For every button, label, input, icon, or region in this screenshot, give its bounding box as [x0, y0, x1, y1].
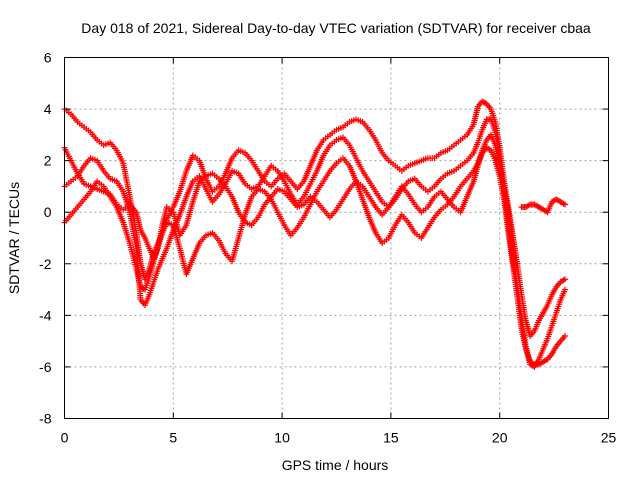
x-tick-label: 0: [61, 430, 69, 446]
data-point: [561, 201, 568, 208]
x-tick-label: 15: [383, 430, 399, 446]
series-track-3: [61, 144, 568, 368]
y-tick-label: -6: [39, 359, 52, 375]
y-tick-label: 4: [44, 101, 52, 117]
y-tick-label: 0: [44, 204, 52, 220]
y-tick-label: 6: [44, 50, 52, 66]
data-point: [514, 260, 521, 267]
x-tick-label: 5: [169, 430, 177, 446]
x-tick-label: 25: [601, 430, 617, 446]
data-point: [561, 286, 568, 293]
axis-ticks: [64, 57, 609, 419]
plot-frame: [64, 57, 609, 419]
data-point: [561, 276, 568, 283]
series-track-5: [518, 196, 568, 216]
x-tick-label: 10: [274, 430, 290, 446]
tick-labels: 0 5 10 15 20 25 -8 -6 -4 -2 0 2 4 6: [39, 50, 616, 446]
y-axis-label: SDTVAR / TECUs: [6, 182, 22, 294]
plot-markers: [61, 98, 568, 370]
y-tick-label: -8: [39, 411, 52, 427]
x-axis-label: GPS time / hours: [282, 457, 389, 473]
chart-title: Day 018 of 2021, Sidereal Day-to-day VTE…: [81, 20, 591, 36]
y-tick-label: -2: [39, 256, 52, 272]
y-tick-label: 2: [44, 153, 52, 169]
y-tick-label: -4: [39, 307, 52, 323]
x-tick-label: 20: [492, 430, 508, 446]
data-point: [561, 332, 568, 339]
series-track-4: [61, 131, 521, 267]
